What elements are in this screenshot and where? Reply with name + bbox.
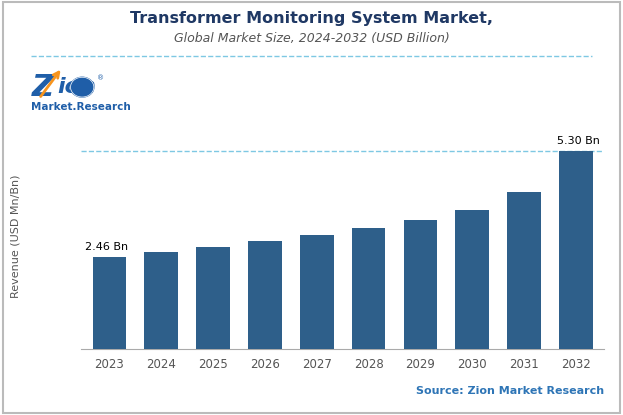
Text: Revenue (USD Mn/Bn): Revenue (USD Mn/Bn) bbox=[11, 175, 21, 298]
Circle shape bbox=[70, 77, 94, 97]
Bar bbox=[455, 210, 489, 349]
Text: Transformer Monitoring System Market,: Transformer Monitoring System Market, bbox=[130, 11, 493, 26]
Text: 2.46 Bn: 2.46 Bn bbox=[85, 242, 128, 252]
Bar bbox=[93, 257, 126, 349]
Text: Global Market Size, 2024-2032 (USD Billion): Global Market Size, 2024-2032 (USD Billi… bbox=[174, 32, 449, 45]
Bar bbox=[404, 220, 437, 349]
Bar bbox=[196, 247, 230, 349]
Bar bbox=[300, 235, 333, 349]
Bar bbox=[145, 252, 178, 349]
Bar bbox=[352, 228, 386, 349]
Text: 5.30 Bn: 5.30 Bn bbox=[557, 136, 600, 146]
Text: ®: ® bbox=[97, 75, 103, 81]
Text: ion: ion bbox=[57, 77, 95, 97]
Bar bbox=[559, 151, 592, 349]
Bar bbox=[507, 192, 541, 349]
Text: Market.Research: Market.Research bbox=[31, 102, 131, 112]
Text: Z: Z bbox=[32, 73, 54, 102]
Text: Source: Zion Market Research: Source: Zion Market Research bbox=[416, 386, 604, 396]
Bar bbox=[248, 242, 282, 349]
Text: CAGR : 8.92%: CAGR : 8.92% bbox=[60, 384, 161, 397]
